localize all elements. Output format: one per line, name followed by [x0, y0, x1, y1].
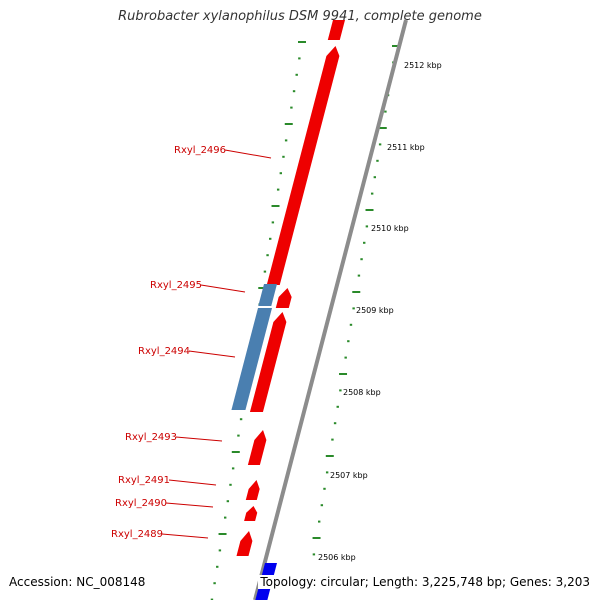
gene-label: Rxyl_2493	[125, 432, 177, 443]
gene-leader-line	[165, 502, 214, 508]
gene-feature	[236, 531, 253, 556]
gene-features	[231, 20, 345, 600]
rrna-feature	[258, 284, 277, 306]
scale-label: 2511 kbp	[387, 143, 425, 152]
map-title: Rubrobacter xylanophilus DSM 9941, compl…	[118, 9, 482, 24]
gene-feature	[327, 20, 345, 40]
scale-label: 2510 kbp	[371, 224, 409, 233]
scale-labels: 2512 kbp 2511 kbp 2510 kbp 2509 kbp 2508 kbp…	[318, 61, 442, 562]
genome-summary: Topology: circular; Length: 3,225,748 bp…	[258, 575, 590, 589]
genome-backbone	[253, 19, 408, 600]
gene-feature	[266, 46, 340, 285]
gene-leader-line	[224, 149, 272, 159]
rrna-feature	[231, 308, 272, 410]
gene-label: Rxyl_2495	[150, 280, 202, 291]
gene-label: Rxyl_2494	[138, 346, 190, 357]
scale-label: 2508 kbp	[343, 388, 381, 397]
gene-feature	[245, 480, 260, 500]
scale-label: 2507 kbp	[330, 471, 368, 480]
scale-label: 2506 kbp	[318, 553, 356, 562]
gene-feature	[249, 312, 287, 412]
scale-label: 2512 kbp	[404, 61, 442, 70]
gene-leader-line	[168, 479, 217, 486]
gene-label: Rxyl_2496	[174, 145, 226, 156]
scale-label: 2509 kbp	[356, 306, 394, 315]
gene-feature	[275, 288, 292, 308]
gene-labels: Rxyl_2496 Rxyl_2495 Rxyl_2494 Rxyl_2493 Rxyl…	[111, 145, 272, 540]
gene-leader-line	[188, 350, 236, 358]
gene-label: Rxyl_2490	[115, 498, 167, 509]
accession-text: Accession: NC_008148	[9, 575, 146, 589]
gene-leader-line	[161, 533, 209, 539]
gene-leader-line	[175, 436, 223, 442]
gene-leader-line	[200, 284, 246, 293]
gene-label: Rxyl_2489	[111, 529, 163, 540]
gene-feature	[244, 506, 258, 521]
gene-label: Rxyl_2491	[118, 475, 170, 486]
gene-feature	[247, 430, 267, 465]
